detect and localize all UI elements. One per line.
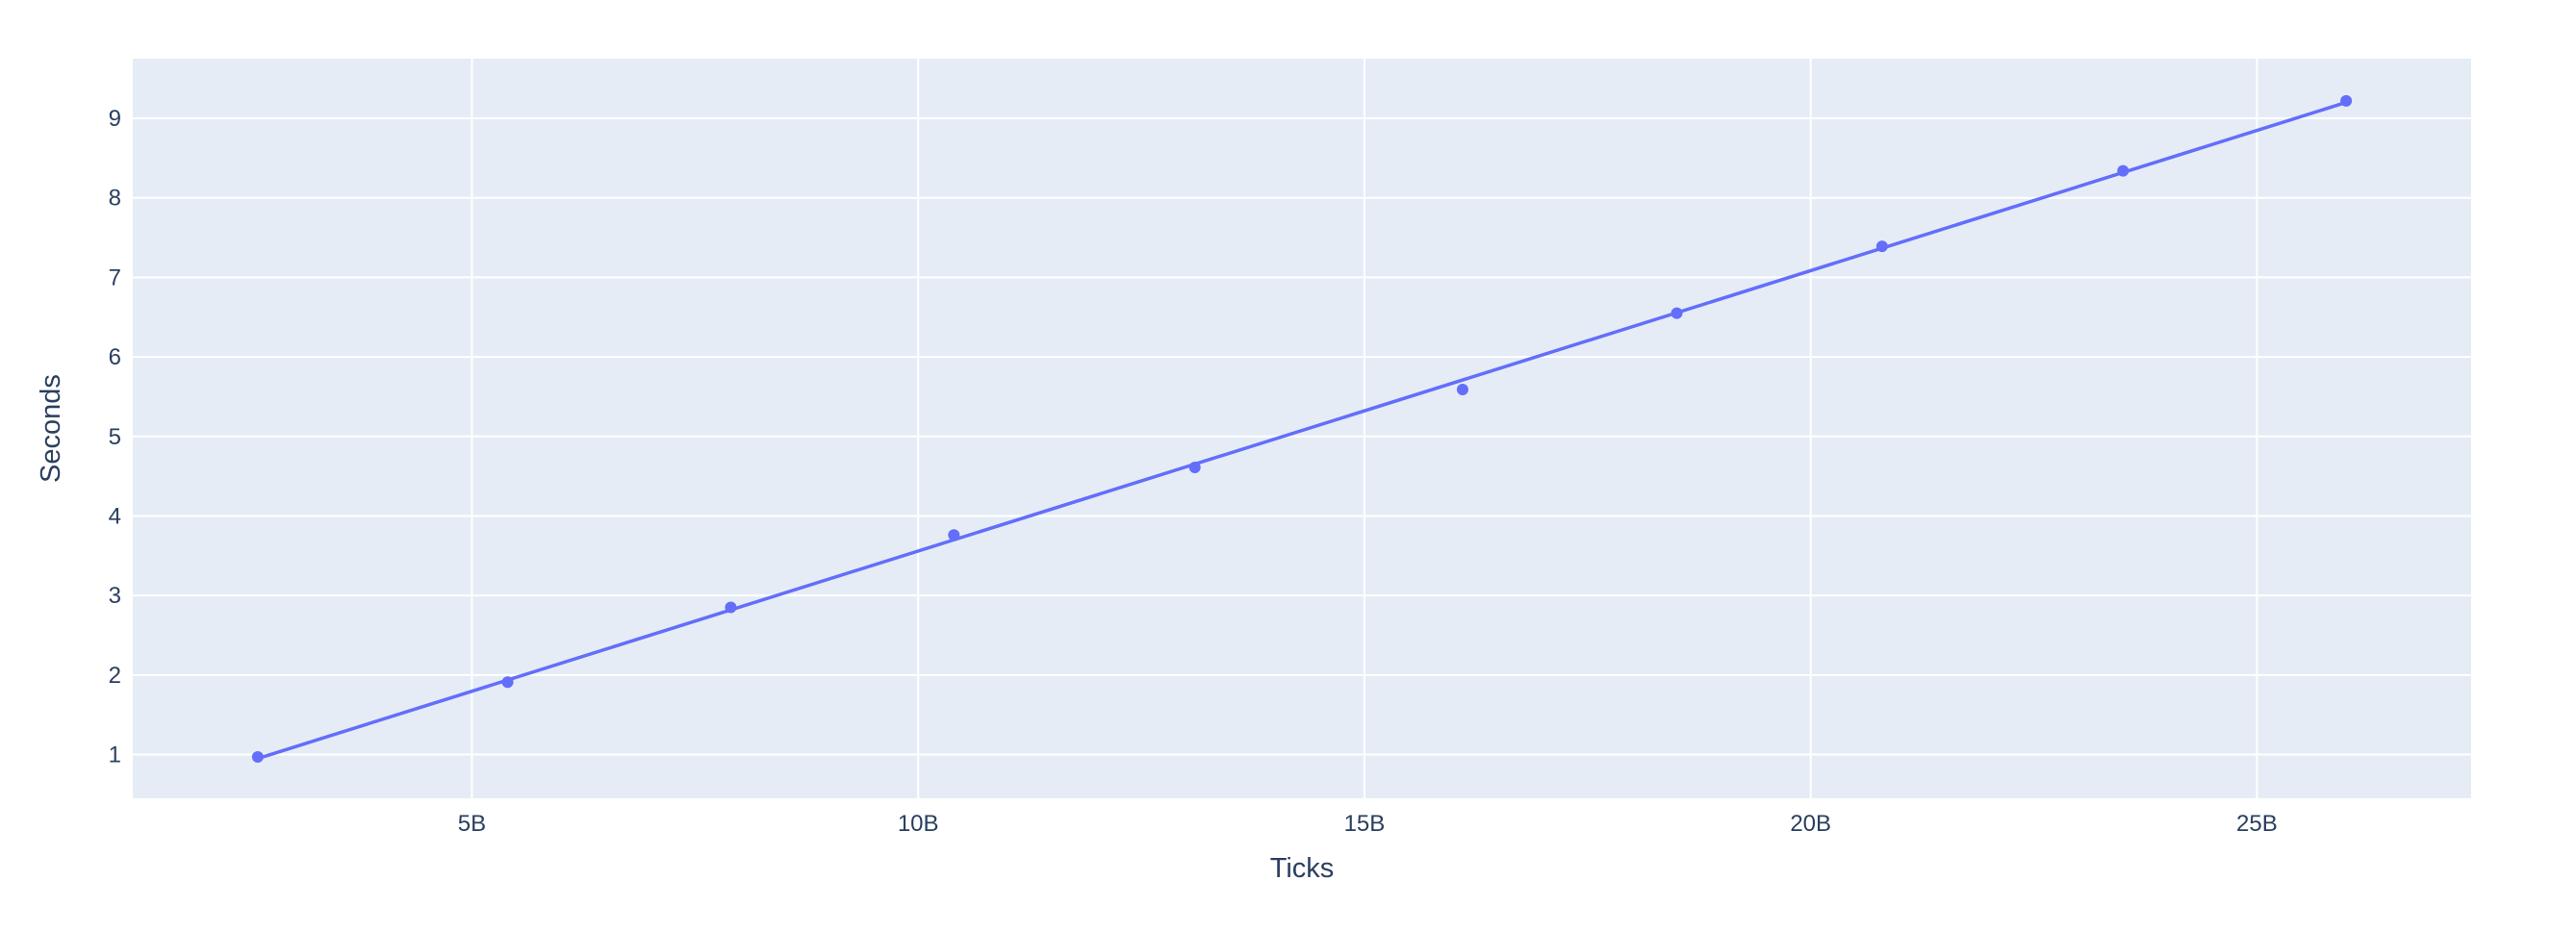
data-point[interactable] — [251, 751, 264, 764]
y-tick-label: 6 — [109, 344, 121, 370]
y-axis-title: Seconds — [36, 374, 66, 483]
trend-line — [257, 100, 2347, 761]
y-tick-label: 2 — [109, 663, 121, 689]
x-tick-label: 20B — [1790, 811, 1831, 837]
x-tick-label: 25B — [2236, 811, 2278, 837]
tick-labels: 5B 10B 15B 20B 25B 1 2 3 4 5 6 7 8 9 — [109, 106, 2278, 837]
x-tick-label: 5B — [458, 811, 486, 837]
grid-lines — [133, 59, 2471, 798]
y-tick-label: 3 — [109, 583, 121, 609]
data-series — [251, 94, 2353, 764]
data-point[interactable] — [2340, 94, 2353, 107]
y-tick-label: 9 — [109, 106, 121, 132]
data-point[interactable] — [1671, 307, 1683, 319]
x-axis-title: Ticks — [1270, 853, 1335, 884]
y-tick-label: 4 — [109, 503, 121, 529]
y-tick-label: 8 — [109, 186, 121, 212]
data-point[interactable] — [1188, 462, 1201, 474]
data-point[interactable] — [501, 676, 514, 689]
x-tick-label: 15B — [1344, 811, 1386, 837]
x-tick-label: 10B — [898, 811, 939, 837]
y-tick-label: 7 — [109, 264, 121, 290]
data-point[interactable] — [725, 601, 737, 614]
data-point[interactable] — [1456, 383, 1468, 395]
y-tick-label: 5 — [109, 424, 121, 450]
data-point[interactable] — [2117, 164, 2130, 177]
data-point[interactable] — [1875, 240, 1888, 253]
data-point[interactable] — [948, 529, 960, 541]
y-tick-label: 1 — [109, 742, 121, 768]
